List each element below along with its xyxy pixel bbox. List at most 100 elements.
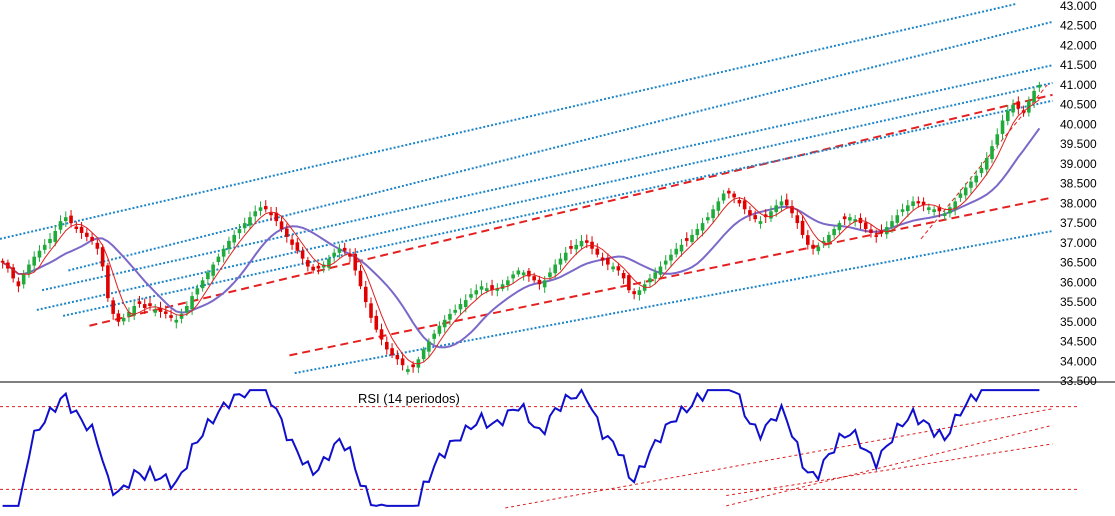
candle (69, 210, 73, 228)
rsi-line (2, 388, 1040, 507)
candle (837, 220, 842, 235)
candle (921, 197, 926, 212)
candle (537, 275, 542, 290)
candle (53, 225, 58, 247)
price-panel: 33.500 34.000 34.500 35.000 35.500 36.000 36.5… (0, 0, 1097, 388)
candle (942, 210, 947, 221)
candle (521, 269, 526, 281)
candle (21, 269, 26, 289)
candle (116, 309, 121, 327)
channel-line-blue (36, 81, 1053, 311)
candle (806, 230, 810, 250)
candle (653, 267, 657, 285)
candle (979, 162, 984, 178)
candle (63, 211, 68, 227)
candle (348, 248, 352, 263)
candle (342, 242, 347, 254)
candle (242, 217, 247, 234)
candle (548, 267, 552, 280)
candle (37, 245, 42, 262)
candle (658, 261, 663, 278)
candle (216, 253, 221, 266)
y-tick-label: 37.000 (1060, 236, 1097, 250)
candle (995, 128, 1000, 149)
moving-average-short (2, 99, 1040, 365)
candle (984, 152, 989, 176)
candle (600, 252, 605, 266)
candle (174, 314, 179, 329)
rsi-trendline (505, 408, 1053, 509)
y-tick-label: 35.000 (1060, 315, 1097, 329)
candle (269, 206, 273, 221)
candle (1037, 81, 1042, 92)
candle (437, 321, 442, 337)
candle (306, 256, 310, 272)
candle (553, 259, 558, 279)
candle (490, 279, 494, 296)
candle (690, 229, 694, 246)
candle (700, 217, 705, 237)
channel-line-blue (62, 99, 1053, 317)
y-tick-label: 33.500 (1060, 374, 1097, 388)
candle (500, 279, 505, 292)
candle (974, 170, 979, 187)
candle (779, 195, 784, 212)
candle (385, 336, 389, 355)
candle (569, 240, 573, 255)
channel-line-blue (0, 3, 1016, 240)
candle (453, 304, 458, 316)
candle (332, 248, 336, 263)
candle (927, 203, 931, 215)
moving-average-long (2, 127, 1041, 349)
candle (795, 209, 800, 229)
rsi-title: RSI (14 periodos) (358, 391, 460, 406)
candle (953, 197, 957, 216)
candle (111, 297, 115, 320)
candle (516, 267, 521, 277)
candle (374, 310, 379, 333)
candle (263, 200, 268, 213)
candle (1027, 96, 1031, 117)
candle (474, 284, 479, 300)
candle (137, 295, 142, 308)
y-tick-label: 39.000 (1060, 157, 1097, 171)
candle (100, 244, 105, 271)
candle (400, 354, 405, 371)
candle (200, 277, 205, 292)
y-tick-label: 37.500 (1060, 216, 1097, 230)
rsi-trendline (726, 424, 1053, 507)
y-tick-label: 43.000 (1060, 0, 1097, 13)
y-tick-label: 34.000 (1060, 354, 1097, 368)
candle (206, 269, 210, 285)
candle (58, 215, 63, 234)
y-tick-label: 42.500 (1060, 19, 1097, 33)
candle (532, 272, 536, 283)
candle (832, 226, 836, 239)
candle (1000, 114, 1005, 140)
candle (863, 217, 868, 233)
candle (784, 193, 789, 209)
candle (427, 338, 431, 358)
candle (616, 262, 621, 276)
candle (48, 233, 52, 250)
channel-line-blue (41, 64, 1053, 292)
candle (574, 238, 579, 255)
candle (884, 221, 889, 239)
candle (127, 307, 131, 323)
candle (911, 196, 915, 210)
y-tick-label: 40.000 (1060, 117, 1097, 131)
candle (358, 264, 363, 290)
candle (1005, 104, 1010, 126)
candle (842, 213, 847, 226)
candle (300, 246, 305, 265)
candle (295, 238, 300, 254)
candle (963, 182, 968, 200)
candle (916, 196, 921, 208)
candle (663, 255, 668, 270)
candle (748, 206, 752, 222)
candle (874, 229, 879, 243)
candle (232, 230, 236, 246)
candle (327, 254, 331, 271)
candle (442, 315, 447, 333)
